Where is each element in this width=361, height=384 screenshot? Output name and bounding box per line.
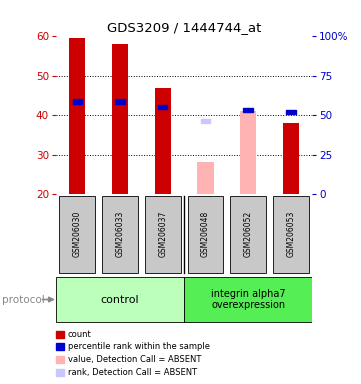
Bar bbox=[73, 99, 82, 104]
Text: control: control bbox=[101, 295, 139, 305]
Text: GSM206037: GSM206037 bbox=[158, 211, 167, 257]
Bar bbox=[283, 123, 299, 194]
Bar bbox=[56, 276, 184, 323]
Text: GSM206053: GSM206053 bbox=[286, 211, 295, 257]
Text: GSM206030: GSM206030 bbox=[73, 211, 82, 257]
Bar bbox=[286, 110, 296, 114]
Bar bbox=[230, 195, 266, 273]
Bar bbox=[201, 119, 210, 123]
Text: percentile rank within the sample: percentile rank within the sample bbox=[68, 342, 209, 351]
Text: GSM206048: GSM206048 bbox=[201, 211, 210, 257]
Bar bbox=[145, 195, 181, 273]
Bar bbox=[115, 99, 125, 104]
Bar bbox=[112, 45, 128, 194]
Bar bbox=[273, 195, 309, 273]
Text: protocol: protocol bbox=[2, 295, 44, 305]
Text: GSM206052: GSM206052 bbox=[244, 211, 253, 257]
Bar bbox=[240, 111, 256, 194]
Title: GDS3209 / 1444744_at: GDS3209 / 1444744_at bbox=[107, 21, 261, 34]
Text: integrin alpha7
overexpression: integrin alpha7 overexpression bbox=[211, 289, 286, 310]
Text: GSM206033: GSM206033 bbox=[116, 211, 125, 257]
Bar bbox=[155, 88, 171, 194]
Bar bbox=[243, 108, 253, 112]
Bar bbox=[197, 162, 214, 194]
Bar bbox=[158, 105, 168, 109]
Bar bbox=[184, 276, 312, 323]
Text: count: count bbox=[68, 329, 91, 339]
Bar bbox=[187, 195, 223, 273]
Bar bbox=[102, 195, 138, 273]
Bar bbox=[59, 195, 95, 273]
Bar bbox=[69, 38, 86, 194]
Text: value, Detection Call = ABSENT: value, Detection Call = ABSENT bbox=[68, 355, 201, 364]
Text: rank, Detection Call = ABSENT: rank, Detection Call = ABSENT bbox=[68, 367, 197, 377]
